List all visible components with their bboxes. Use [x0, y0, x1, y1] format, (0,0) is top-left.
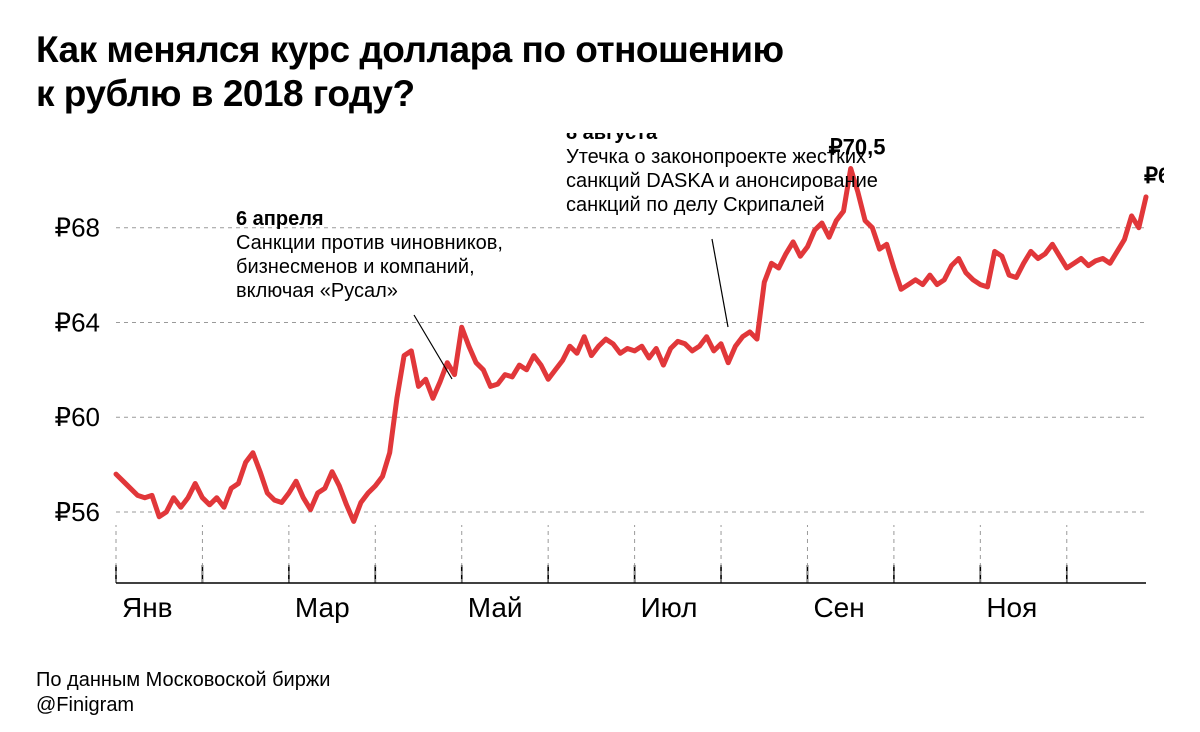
- annotation-body-line: бизнесменов и компаний,: [236, 256, 475, 278]
- y-tick-label: ₽60: [55, 403, 100, 433]
- footer-handle: @Finigram: [36, 693, 330, 718]
- x-tick-label: Июл: [641, 592, 698, 623]
- annotation-body-line: санкций по делу Скрипалей: [566, 194, 825, 216]
- annotation-connector: [414, 315, 452, 379]
- y-tick-label: ₽68: [55, 213, 100, 243]
- x-tick-label: Сен: [813, 592, 864, 623]
- chart-svg: ₽56₽60₽64₽68ЯнвМарМайИюлСенНоя₽70,5₽69,3…: [36, 133, 1164, 663]
- annotation-body-line: включая «Русал»: [236, 280, 398, 302]
- annotation-connector: [712, 239, 728, 327]
- footer-source: По данным Московоской биржи: [36, 668, 330, 693]
- annotation-body-line: Санкции против чиновников,: [236, 232, 503, 254]
- annotation-title: 6 апреля: [236, 208, 324, 230]
- title-line-1: Как менялся курс доллара по отношению: [36, 29, 784, 70]
- x-tick-label: Мар: [295, 592, 350, 623]
- rate-chart: ₽56₽60₽64₽68ЯнвМарМайИюлСенНоя₽70,5₽69,3…: [36, 133, 1164, 663]
- x-tick-label: Май: [468, 592, 523, 623]
- x-tick-label: Ноя: [986, 592, 1037, 623]
- y-tick-label: ₽56: [55, 497, 100, 527]
- y-tick-label: ₽64: [55, 308, 100, 338]
- page-title: Как менялся курс доллара по отношению к …: [36, 28, 1164, 115]
- annotation-body-line: Утечка о законопроекте жестких: [566, 146, 866, 168]
- annotation-body-line: санкций DASKA и анонсирование: [566, 170, 878, 192]
- chart-footer: По данным Московоской биржи @Finigram: [36, 668, 330, 718]
- title-line-2: к рублю в 2018 году?: [36, 73, 415, 114]
- peak-label: ₽69,3: [1144, 163, 1164, 188]
- x-tick-label: Янв: [122, 592, 173, 623]
- annotation-apr6: 6 апреляСанкции против чиновников,бизнес…: [236, 208, 503, 379]
- annotation-title: 8 августа: [566, 133, 658, 144]
